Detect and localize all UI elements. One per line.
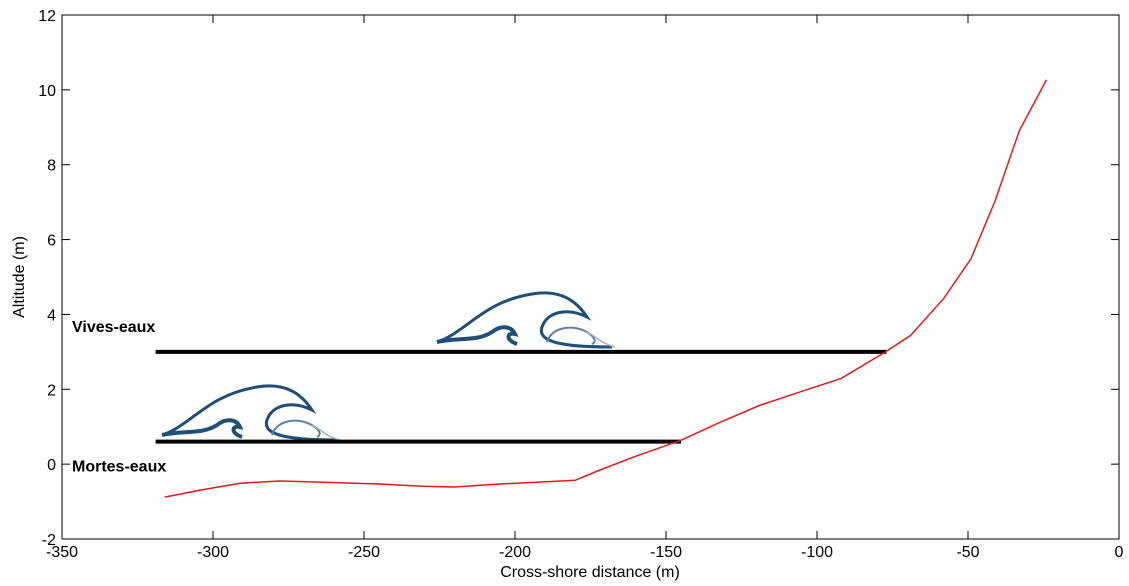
plot-frame [61, 14, 1120, 540]
y-tick-label: 4 [47, 307, 56, 324]
level-label: Mortes-eaux [72, 459, 166, 476]
level-label: Vives-eaux [72, 319, 155, 336]
y-tick-label: 0 [47, 457, 56, 474]
x-tick-label: -300 [197, 544, 229, 561]
x-tick-label: -350 [46, 544, 78, 561]
x-tick-label: -250 [348, 544, 380, 561]
x-axis-label: Cross-shore distance (m) [500, 564, 680, 581]
x-tick-label: -100 [801, 544, 833, 561]
y-tick-label: 12 [38, 8, 56, 25]
y-tick-label: -2 [42, 532, 56, 549]
x-tick-label: 0 [1115, 544, 1124, 561]
wave-icon [160, 383, 342, 442]
y-tick-label: 6 [47, 233, 56, 250]
y-tick-label: 2 [47, 382, 56, 399]
x-tick-label: -200 [499, 544, 531, 561]
y-axis-label: Altitude (m) [11, 236, 28, 318]
x-tick-label: -150 [650, 544, 682, 561]
y-tick-label: 10 [38, 83, 56, 100]
wave-icon [435, 290, 617, 349]
y-tick-label: 8 [47, 158, 56, 175]
profile-line [164, 79, 1048, 498]
x-tick-label: -50 [956, 544, 979, 561]
